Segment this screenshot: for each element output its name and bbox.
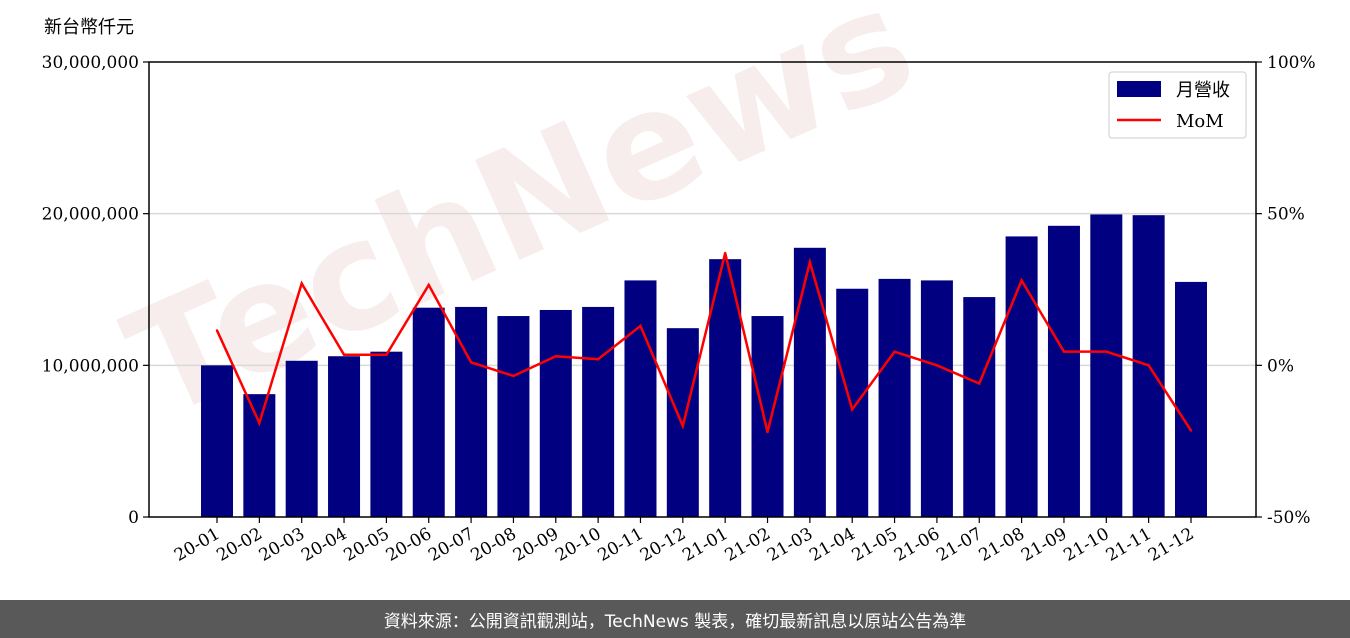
x-tick-label: 21-01 bbox=[679, 524, 731, 566]
x-tick-label: 20-02 bbox=[213, 524, 265, 566]
legend: 月營收 MoM bbox=[1108, 71, 1247, 139]
x-tick-label: 20-08 bbox=[467, 524, 519, 566]
bar-20-01 bbox=[201, 365, 233, 517]
x-tick-label: 21-10 bbox=[1060, 524, 1112, 566]
bar-21-02 bbox=[751, 316, 784, 517]
x-tick-label: 21-03 bbox=[764, 524, 816, 566]
x-tick-label: 20-12 bbox=[637, 524, 689, 566]
mom-point-20-06 bbox=[427, 283, 430, 287]
left-axis-ticks: 0 10,000,000 20,000,000 30,000,000 bbox=[42, 53, 149, 528]
bar-21-09 bbox=[1047, 225, 1080, 518]
mom-point-21-12 bbox=[1189, 429, 1193, 432]
bar-20-05 bbox=[370, 351, 403, 517]
mom-point-21-07 bbox=[978, 382, 981, 385]
x-tick-label: 21-07 bbox=[933, 524, 985, 566]
bar-21-03 bbox=[793, 247, 826, 517]
mom-point-20-02 bbox=[258, 421, 261, 425]
left-tick-label: 10,000,000 bbox=[42, 356, 139, 376]
mom-point-21-01 bbox=[723, 251, 727, 255]
x-tick-label: 20-03 bbox=[256, 524, 308, 566]
x-tick-label: 20-05 bbox=[340, 524, 392, 566]
bar-21-06 bbox=[920, 280, 953, 517]
mom-line bbox=[215, 252, 1193, 433]
bar-20-07 bbox=[455, 306, 488, 517]
right-tick-label: 50% bbox=[1267, 205, 1305, 225]
legend-label-mom: MoM bbox=[1176, 111, 1224, 132]
bar-21-07 bbox=[963, 297, 996, 517]
x-tick-label: 20-06 bbox=[383, 524, 435, 566]
x-tick-label: 20-01 bbox=[171, 524, 223, 566]
x-axis-ticks: 20-0120-0220-0320-0420-0520-0620-0720-08… bbox=[171, 517, 1198, 566]
mom-point-21-11 bbox=[1147, 364, 1150, 367]
bar-20-02 bbox=[243, 394, 276, 517]
bar-21-12 bbox=[1175, 281, 1207, 517]
x-tick-label: 21-08 bbox=[976, 524, 1028, 566]
chart: TechNews 010,000,00020,000,00030,000,000… bbox=[42, 0, 1316, 566]
mom-point-21-10 bbox=[1105, 350, 1108, 353]
mom-point-20-12 bbox=[681, 424, 685, 428]
bar-20-09 bbox=[539, 309, 572, 517]
left-tick-label: 0 bbox=[128, 508, 139, 528]
mom-point-20-08 bbox=[512, 374, 515, 378]
bar-20-08 bbox=[497, 316, 530, 517]
right-axis-ticks: -50% 0% 50% 100% bbox=[1256, 53, 1316, 528]
right-tick-label: 0% bbox=[1267, 356, 1294, 376]
mom-point-21-08 bbox=[1020, 279, 1023, 282]
x-tick-label: 21-12 bbox=[1145, 524, 1197, 566]
mom-point-21-05 bbox=[893, 350, 896, 353]
mom-point-20-05 bbox=[385, 353, 388, 356]
bar-21-05 bbox=[878, 278, 911, 517]
x-tick-label: 20-04 bbox=[298, 524, 350, 566]
axes bbox=[148, 61, 1257, 518]
left-tick-label: 30,000,000 bbox=[42, 53, 139, 73]
bar-20-11 bbox=[624, 280, 657, 517]
y-unit-label: 新台幣仟元 bbox=[44, 17, 134, 38]
x-tick-label: 21-11 bbox=[1103, 524, 1155, 566]
bars bbox=[201, 214, 1207, 518]
mom-point-20-11 bbox=[639, 324, 642, 328]
x-tick-label: 21-04 bbox=[806, 524, 858, 566]
mom-line-layer bbox=[215, 251, 1193, 434]
source-footer: 資料來源：公開資訊觀測站，TechNews 製表，確切最新訊息以原站公告為準 bbox=[0, 600, 1350, 638]
right-tick-label: -50% bbox=[1267, 508, 1311, 528]
x-tick-label: 20-07 bbox=[425, 524, 477, 566]
bar-20-04 bbox=[328, 356, 361, 517]
mom-point-21-02 bbox=[766, 430, 769, 434]
source-text: 資料來源：公開資訊觀測站，TechNews 製表，確切最新訊息以原站公告為準 bbox=[383, 611, 967, 632]
mom-point-20-03 bbox=[300, 282, 303, 285]
x-tick-label: 21-02 bbox=[722, 524, 774, 566]
x-tick-label: 21-09 bbox=[1018, 524, 1070, 566]
x-tick-label: 21-05 bbox=[849, 524, 901, 566]
x-tick-label: 20-09 bbox=[510, 524, 562, 566]
mom-point-20-10 bbox=[596, 358, 600, 361]
mom-point-21-06 bbox=[935, 364, 939, 367]
bar-20-06 bbox=[412, 307, 445, 517]
mom-point-20-01 bbox=[215, 329, 219, 332]
bar-21-04 bbox=[836, 288, 869, 517]
right-tick-label: 100% bbox=[1267, 53, 1316, 73]
bar-20-10 bbox=[582, 306, 615, 517]
x-tick-label: 20-11 bbox=[595, 524, 647, 566]
mom-point-20-04 bbox=[342, 353, 346, 356]
mom-point-21-03 bbox=[808, 261, 812, 264]
plot-frame bbox=[148, 61, 1257, 518]
bar-20-03 bbox=[285, 360, 318, 517]
legend-swatch-bar bbox=[1117, 81, 1161, 97]
x-tick-label: 20-10 bbox=[552, 524, 604, 566]
mom-point-20-09 bbox=[554, 355, 557, 358]
x-tick-label: 21-06 bbox=[891, 524, 943, 566]
bar-21-10 bbox=[1090, 214, 1123, 518]
legend-label-revenue: 月營收 bbox=[1176, 80, 1230, 101]
mom-point-20-07 bbox=[469, 361, 473, 364]
mom-point-21-09 bbox=[1062, 350, 1066, 353]
mom-point-21-04 bbox=[851, 408, 854, 411]
left-tick-label: 20,000,000 bbox=[42, 205, 139, 225]
